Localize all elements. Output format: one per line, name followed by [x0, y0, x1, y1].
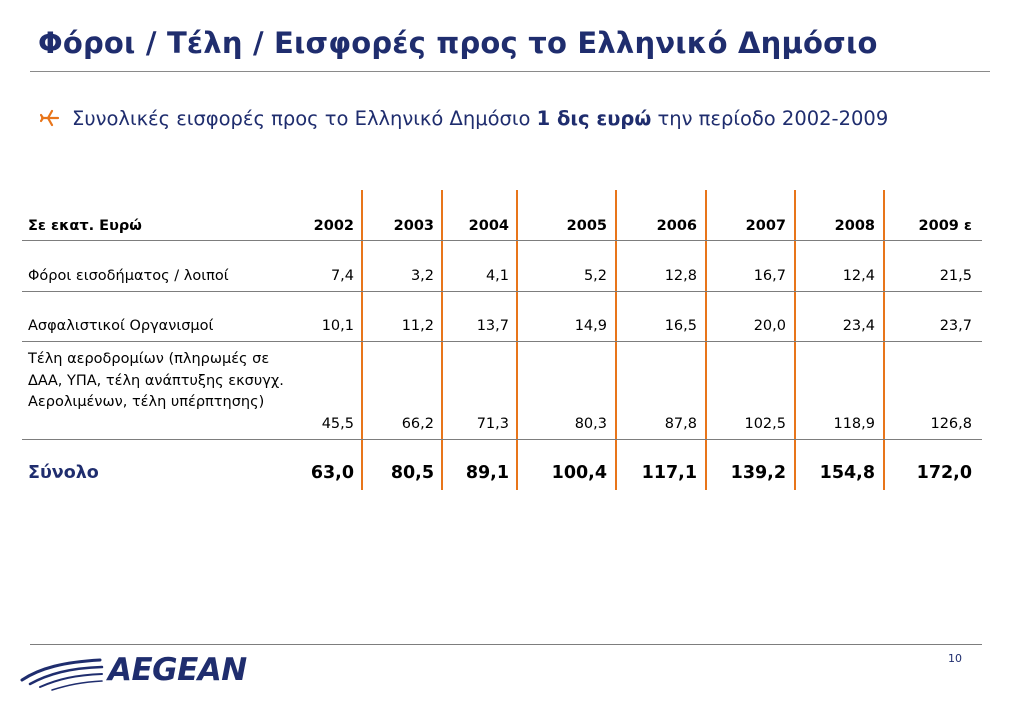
table-cell: 11,2 — [401, 318, 434, 334]
aegean-logo-text: AEGEAN — [108, 652, 247, 688]
table-total-cell: 117,1 — [641, 463, 697, 483]
table-total-cell: 154,8 — [819, 463, 875, 483]
table-total-cell: 100,4 — [551, 463, 607, 483]
table-cell: 7,4 — [330, 268, 354, 284]
table-cell: 23,7 — [939, 318, 972, 334]
summary-text-before: Συνολικές εισφορές προς το Ελληνικό Δημό… — [72, 107, 537, 130]
table-cell: 16,5 — [664, 318, 697, 334]
table-cell: 14,9 — [574, 318, 607, 334]
airplane-icon — [40, 109, 60, 127]
table-total-cell: 172,0 — [916, 463, 972, 483]
column-separator — [615, 190, 617, 490]
table-total-cell: 80,5 — [390, 463, 434, 483]
table-cell: 126,8 — [930, 416, 972, 432]
table-cell: 45,5 — [321, 416, 354, 432]
row-divider — [22, 341, 982, 342]
table-row-label: Φόροι εισοδήματος / λοιποί — [28, 268, 229, 284]
aegean-logo: AEGEAN — [18, 650, 268, 694]
row-divider — [22, 291, 982, 292]
table-header-label: Σε εκατ. Ευρώ — [28, 218, 142, 234]
footer-divider — [30, 644, 982, 645]
column-separator — [794, 190, 796, 490]
row-divider — [22, 439, 982, 440]
table-cell: 80,3 — [574, 416, 607, 432]
table-cell: 16,7 — [753, 268, 786, 284]
table-cell: 4,1 — [485, 268, 509, 284]
table-header-year: 2003 — [393, 218, 434, 234]
slide-title: Φόροι / Τέλη / Εισφορές προς το Ελληνικό… — [38, 26, 878, 60]
summary-text-after: την περίοδο 2002-2009 — [651, 107, 889, 130]
table-cell: 23,4 — [842, 318, 875, 334]
table-cell: 71,3 — [476, 416, 509, 432]
title-divider — [30, 71, 990, 72]
table-cell: 10,1 — [321, 318, 354, 334]
table-header-year: 2008 — [834, 218, 875, 234]
column-separator — [361, 190, 363, 490]
summary-bullet: Συνολικές εισφορές προς το Ελληνικό Δημό… — [40, 104, 980, 133]
table-cell: 5,2 — [583, 268, 607, 284]
table-cell: 3,2 — [410, 268, 434, 284]
page-number: 10 — [948, 652, 962, 665]
table-cell: 87,8 — [664, 416, 697, 432]
table-total-label: Σύνολο — [28, 463, 99, 483]
table-header-year: 2009 ε — [918, 218, 972, 234]
table-row-label: Τέλη αεροδρομίων (πληρωμές σε ΔΑΑ, ΥΠΑ, … — [28, 351, 284, 410]
column-separator — [441, 190, 443, 490]
summary-text: Συνολικές εισφορές προς το Ελληνικό Δημό… — [72, 104, 980, 133]
table-cell: 20,0 — [753, 318, 786, 334]
table-cell: 21,5 — [939, 268, 972, 284]
table-header-year: 2007 — [745, 218, 786, 234]
column-separator — [516, 190, 518, 490]
table-header-year: 2006 — [656, 218, 697, 234]
table-row-label: Ασφαλιστικοί Οργανισμοί — [28, 318, 214, 334]
table-cell: 66,2 — [401, 416, 434, 432]
aegean-bird-logo-icon — [20, 658, 104, 691]
column-separator — [705, 190, 707, 490]
table-header-year: 2004 — [468, 218, 509, 234]
table-cell: 118,9 — [833, 416, 875, 432]
table-header-year: 2005 — [566, 218, 607, 234]
row-divider — [22, 240, 982, 241]
table-cell: 102,5 — [744, 416, 786, 432]
table-total-cell: 89,1 — [465, 463, 509, 483]
table-total-cell: 63,0 — [310, 463, 354, 483]
column-separator — [883, 190, 885, 490]
summary-text-bold: 1 δις ευρώ — [536, 107, 652, 130]
table-header-year: 2002 — [313, 218, 354, 234]
table-cell: 12,4 — [842, 268, 875, 284]
contributions-table: Σε εκατ. Ευρώ 2002 2003 2004 2005 2006 2… — [22, 190, 982, 500]
table-cell: 12,8 — [664, 268, 697, 284]
table-total-cell: 139,2 — [730, 463, 786, 483]
table-cell: 13,7 — [476, 318, 509, 334]
